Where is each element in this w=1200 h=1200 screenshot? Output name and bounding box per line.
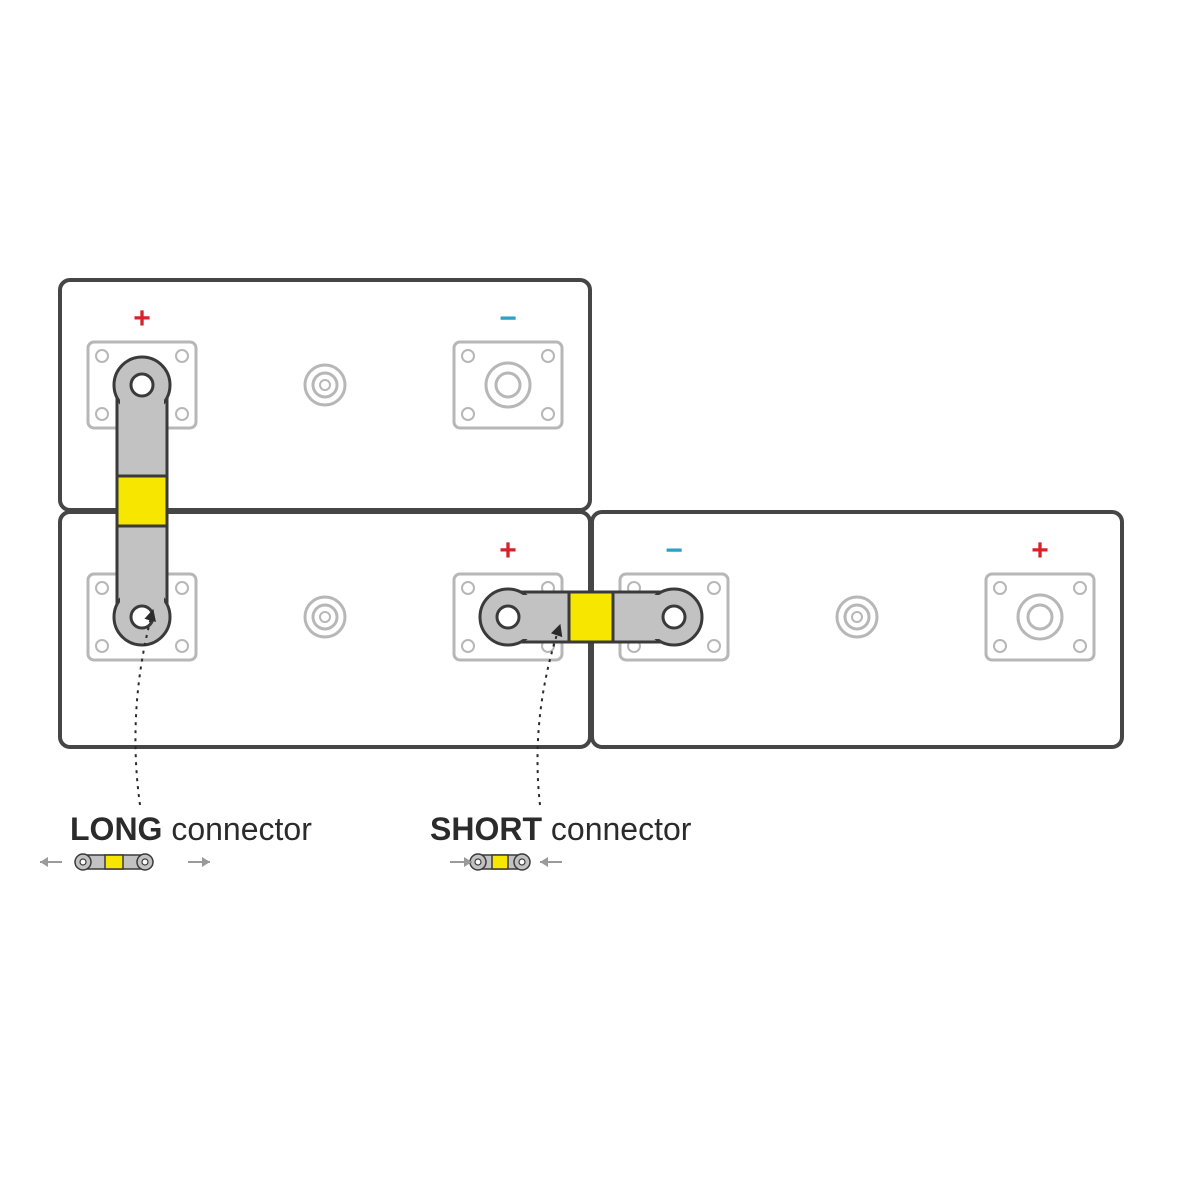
short-connector — [480, 589, 702, 645]
terminal-right — [454, 342, 562, 428]
mini-connector-icon — [470, 854, 530, 870]
polarity-plus-icon: + — [1031, 534, 1049, 567]
mini-arrow-icon — [450, 857, 472, 867]
short-connector-label: SHORT connector — [430, 811, 692, 847]
long-connector-label: LONG connector — [70, 811, 312, 847]
polarity-plus-icon: + — [133, 302, 151, 335]
long-connector — [114, 357, 170, 645]
mini-connector-icon — [75, 854, 153, 870]
mini-arrow-icon — [40, 857, 62, 867]
polarity-plus-icon: + — [499, 534, 517, 567]
terminal-right — [986, 574, 1094, 660]
polarity-minus-icon: − — [665, 534, 683, 567]
mini-arrow-icon — [540, 857, 562, 867]
batteries: +−+−+− — [60, 280, 1122, 747]
mini-arrow-icon — [188, 857, 210, 867]
polarity-minus-icon: − — [499, 302, 517, 335]
